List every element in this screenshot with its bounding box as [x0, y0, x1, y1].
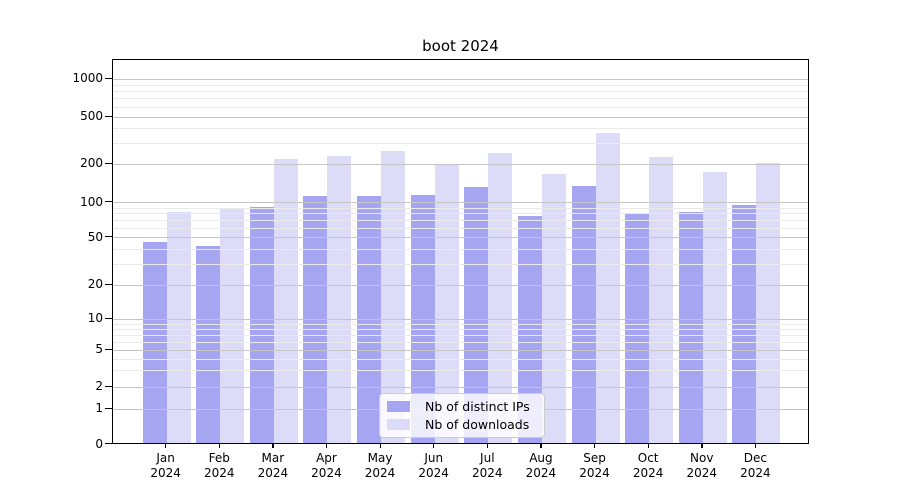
bar-downloads-sep [595, 133, 620, 443]
plot-area: Nb of distinct IPs Nb of downloads [112, 59, 809, 444]
y-tick-10 [105, 317, 112, 320]
y-tick-100 [105, 201, 112, 203]
bar-downloads-aug [541, 173, 566, 443]
y-tick-label-200: 200 [80, 156, 103, 171]
y-tick-label-1000: 1000 [72, 71, 103, 86]
bar-downloads-dec [756, 162, 781, 443]
x-tick-nov [701, 443, 703, 448]
x-tick-label-aug: Aug 2024 [525, 451, 557, 480]
x-tick-label-dec: Dec 2024 [740, 451, 771, 480]
y-tick-5 [105, 348, 112, 351]
legend-label-distinct-ips: Nb of distinct IPs [425, 399, 530, 414]
y-tick-label-20: 20 [87, 277, 103, 291]
y-tick-1 [105, 407, 112, 410]
y-tick-label-500: 500 [80, 109, 103, 123]
x-tick-mar [272, 443, 274, 448]
y-tick-50 [105, 236, 112, 238]
bar-distinct-ips-nov [678, 211, 703, 443]
bar-distinct-ips-apr [303, 196, 328, 443]
bar-distinct-ips-dec [732, 205, 757, 443]
y-tick-label-100: 100 [80, 194, 103, 209]
x-tick-apr [325, 443, 328, 448]
bar-downloads-apr [327, 155, 352, 443]
x-tick-label-sep: Sep 2024 [579, 451, 610, 480]
bar-distinct-ips-feb [196, 245, 221, 443]
x-tick-label-jul: Jul 2024 [472, 451, 503, 480]
x-tick-oct [647, 443, 649, 448]
x-tick-label-apr: Apr 2024 [311, 451, 342, 480]
legend-entry-distinct-ips: Nb of distinct IPs [387, 399, 536, 414]
y-tick-0 [105, 443, 112, 445]
y-tick-label-50: 50 [87, 229, 103, 244]
legend-entry-downloads: Nb of downloads [387, 417, 536, 432]
x-tick-label-oct: Oct 2024 [632, 451, 664, 480]
legend-swatch-distinct-ips [387, 401, 410, 412]
legend: Nb of distinct IPs Nb of downloads [379, 393, 545, 438]
legend-label-downloads: Nb of downloads [425, 417, 530, 432]
y-tick-2 [105, 385, 112, 387]
bar-downloads-mar [273, 159, 298, 443]
x-tick-label-mar: Mar 2024 [257, 451, 289, 480]
y-tick-label-1: 1 [95, 401, 103, 416]
bar-distinct-ips-mar [249, 207, 274, 443]
x-tick-jan [165, 443, 167, 448]
bar-downloads-nov [702, 171, 727, 443]
y-tick-200 [105, 162, 112, 165]
bar-distinct-ips-oct [625, 213, 650, 443]
x-tick-label-feb: Feb 2024 [203, 451, 235, 480]
x-tick-jun [433, 443, 435, 448]
y-tick-label-5: 5 [95, 342, 103, 357]
x-tick-label-may: May 2024 [364, 451, 396, 480]
y-tick-label-10: 10 [87, 311, 103, 326]
bar-downloads-oct [649, 156, 674, 443]
x-tick-label-jan: Jan 2024 [150, 451, 181, 480]
bar-downloads-jan [166, 211, 191, 443]
bars-layer [113, 60, 808, 443]
x-tick-aug [540, 443, 542, 448]
y-tick-1000 [105, 77, 112, 80]
y-tick-500 [105, 115, 112, 117]
y-tick-label-2: 2 [95, 379, 103, 393]
x-tick-may [379, 443, 381, 448]
x-tick-sep [594, 443, 596, 448]
chart-title: boot 2024 [422, 37, 499, 55]
x-tick-jul [486, 443, 489, 448]
legend-swatch-downloads [387, 419, 410, 430]
y-tick-20 [105, 283, 112, 285]
x-tick-label-jun: Jun 2024 [418, 451, 449, 480]
x-tick-dec [754, 443, 757, 448]
bar-downloads-feb [220, 208, 245, 443]
bar-distinct-ips-sep [571, 186, 596, 443]
x-tick-label-nov: Nov 2024 [686, 451, 718, 480]
bar-distinct-ips-may [357, 196, 382, 443]
x-tick-feb [218, 443, 221, 448]
bar-distinct-ips-jan [142, 242, 167, 443]
y-tick-label-0: 0 [95, 436, 103, 451]
